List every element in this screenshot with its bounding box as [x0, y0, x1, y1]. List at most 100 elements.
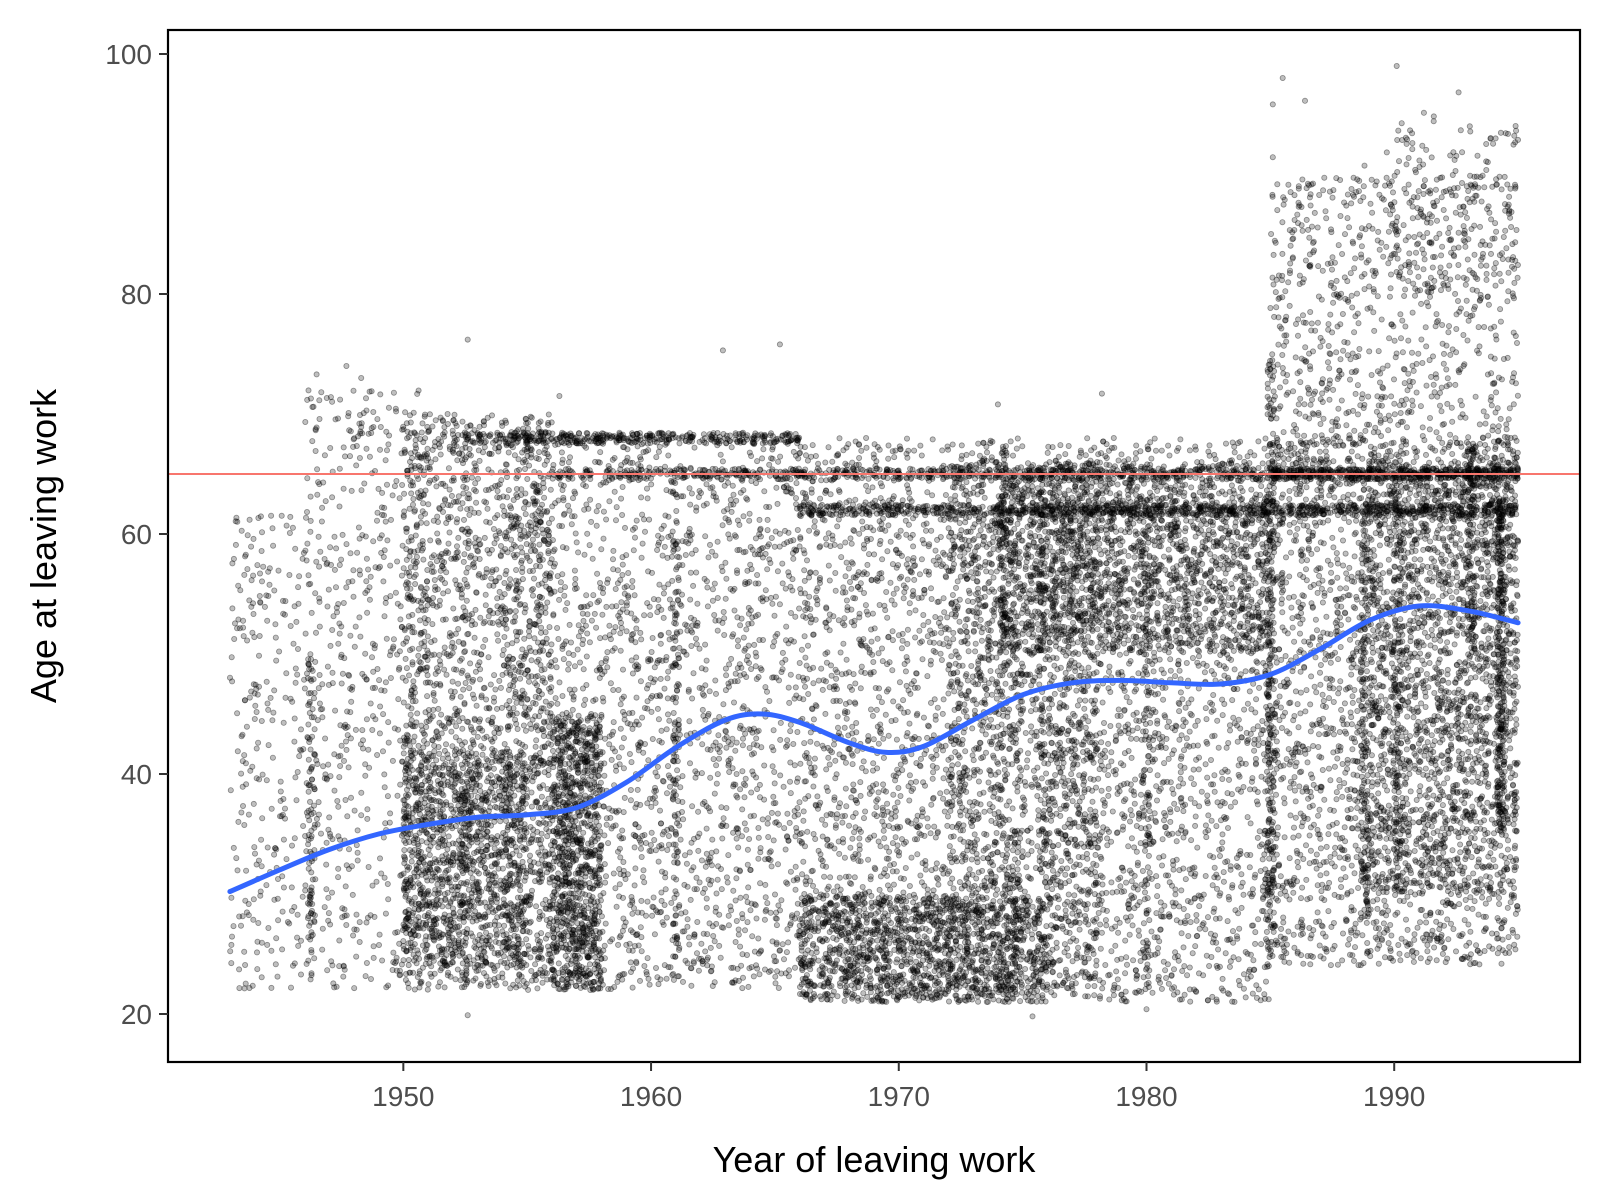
data-point	[241, 625, 246, 630]
data-point	[699, 771, 704, 776]
data-point	[436, 858, 441, 863]
data-point	[488, 682, 493, 687]
data-point	[696, 809, 701, 814]
data-point	[557, 597, 562, 602]
data-point	[464, 582, 469, 587]
data-point	[249, 604, 254, 609]
data-point	[708, 945, 713, 950]
data-point	[426, 429, 431, 434]
data-point	[435, 531, 440, 536]
data-point	[370, 883, 375, 888]
data-point	[408, 712, 413, 717]
data-point	[475, 937, 480, 942]
data-point	[641, 868, 646, 873]
data-point	[485, 923, 490, 928]
data-point	[513, 614, 518, 619]
data-point	[364, 446, 369, 451]
data-point	[242, 753, 247, 758]
data-point	[608, 939, 613, 944]
data-point	[556, 871, 561, 876]
data-point	[442, 645, 447, 650]
data-point	[430, 955, 435, 960]
data-point	[418, 514, 423, 519]
data-point	[601, 536, 606, 541]
data-point	[757, 972, 762, 977]
data-point	[351, 388, 356, 393]
data-point	[496, 776, 501, 781]
data-point	[391, 950, 396, 955]
data-point	[458, 893, 463, 898]
data-point	[439, 787, 444, 792]
data-point	[620, 828, 625, 833]
data-point	[416, 901, 421, 906]
data-point	[501, 494, 506, 499]
data-point	[707, 542, 712, 547]
data-point	[708, 775, 713, 780]
data-point	[298, 727, 303, 732]
data-point	[387, 433, 392, 438]
data-point	[589, 742, 594, 747]
data-point	[571, 914, 576, 919]
data-point	[425, 694, 430, 699]
data-point	[324, 862, 329, 867]
data-point	[784, 624, 789, 629]
data-point	[460, 419, 465, 424]
data-point	[252, 851, 257, 856]
data-point	[368, 574, 373, 579]
data-point	[359, 813, 364, 818]
data-point	[424, 579, 429, 584]
data-point	[440, 432, 445, 437]
data-point	[431, 690, 436, 695]
data-point	[417, 971, 422, 976]
data-point	[770, 764, 775, 769]
data-point	[496, 866, 501, 871]
data-point	[283, 695, 288, 700]
data-point	[546, 768, 551, 773]
data-point	[773, 594, 778, 599]
data-point	[259, 837, 264, 842]
data-point	[442, 650, 447, 655]
data-point	[401, 831, 406, 836]
data-point	[439, 952, 444, 957]
data-point	[341, 600, 346, 605]
data-point	[390, 493, 395, 498]
data-point	[730, 736, 735, 741]
data-point	[468, 661, 473, 666]
data-point	[410, 646, 415, 651]
data-point	[425, 634, 430, 639]
data-point	[567, 831, 572, 836]
data-point	[272, 846, 277, 851]
data-point	[297, 574, 302, 579]
data-point	[364, 677, 369, 682]
data-point	[339, 655, 344, 660]
data-point	[510, 619, 515, 624]
data-point	[501, 897, 506, 902]
data-point	[556, 794, 561, 799]
data-point	[419, 520, 424, 525]
data-point	[450, 853, 455, 858]
data-point	[237, 914, 242, 919]
data-point	[436, 736, 441, 741]
data-point	[346, 414, 351, 419]
data-point	[526, 943, 531, 948]
data-point	[281, 885, 286, 890]
data-point	[505, 642, 510, 647]
data-point	[419, 548, 424, 553]
data-point	[307, 818, 312, 823]
data-point	[424, 521, 429, 526]
data-point	[445, 411, 450, 416]
data-point	[446, 756, 451, 761]
data-point	[675, 768, 680, 773]
data-point	[416, 915, 421, 920]
data-point	[306, 582, 311, 587]
data-point	[260, 816, 265, 821]
data-point	[413, 751, 418, 756]
data-point	[743, 776, 748, 781]
data-point	[380, 958, 385, 963]
data-point	[478, 856, 483, 861]
data-point	[572, 815, 577, 820]
data-point	[413, 581, 418, 586]
data-point	[444, 672, 449, 677]
data-point	[319, 390, 324, 395]
data-point	[703, 949, 708, 954]
